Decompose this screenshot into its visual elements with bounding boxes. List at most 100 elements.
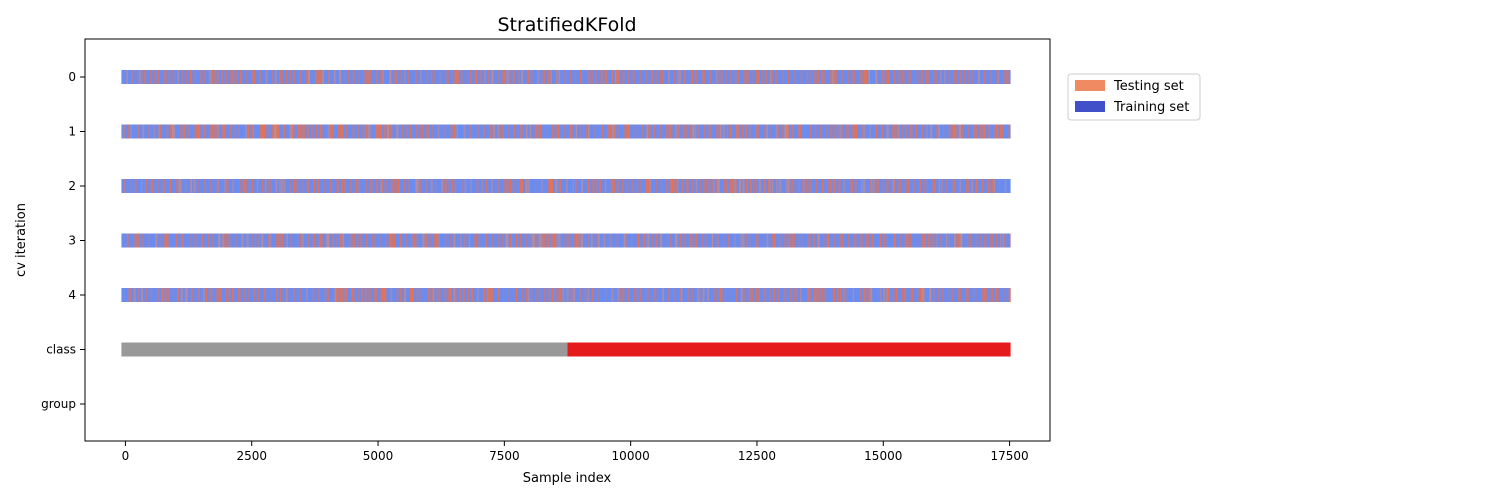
testing-mark (946, 179, 948, 193)
testing-mark (956, 233, 958, 248)
testing-mark (427, 124, 430, 139)
testing-mark (891, 124, 894, 139)
testing-mark (172, 70, 174, 84)
testing-mark (158, 124, 160, 139)
testing-mark (870, 288, 873, 302)
testing-mark (647, 288, 649, 302)
testing-mark (928, 233, 931, 248)
testing-mark (378, 124, 382, 139)
testing-mark (370, 179, 373, 193)
legend: Testing set Training set (1067, 73, 1201, 121)
testing-mark (283, 179, 286, 193)
testing-mark (907, 233, 909, 248)
testing-mark (573, 288, 575, 302)
testing-mark (368, 124, 371, 139)
testing-mark (194, 70, 196, 84)
testing-mark (509, 179, 512, 193)
testing-mark (742, 233, 745, 248)
testing-mark (548, 288, 551, 302)
testing-mark (863, 179, 866, 193)
testing-mark (388, 124, 391, 139)
testing-mark (348, 233, 351, 248)
testing-mark (272, 70, 274, 84)
testing-mark (341, 233, 343, 248)
testing-mark (216, 179, 219, 193)
class-segment-0 (121, 342, 568, 357)
testing-mark (848, 233, 850, 248)
testing-mark (882, 179, 885, 193)
testing-mark (432, 124, 434, 139)
testing-mark (881, 124, 884, 139)
testing-mark (863, 124, 866, 139)
testing-mark (769, 179, 771, 193)
testing-mark (787, 124, 790, 139)
testing-mark (996, 124, 999, 139)
testing-mark (554, 124, 556, 139)
testing-mark (754, 179, 756, 193)
testing-mark (566, 233, 568, 248)
testing-mark (346, 124, 348, 139)
testing-mark (300, 233, 303, 248)
testing-mark (817, 233, 820, 248)
testing-mark (877, 288, 879, 302)
testing-mark (516, 179, 518, 193)
testing-mark (367, 70, 370, 84)
testing-mark (703, 70, 706, 84)
testing-mark (981, 179, 984, 193)
testing-mark (935, 124, 939, 139)
testing-mark (890, 179, 892, 193)
testing-mark (503, 179, 507, 193)
testing-mark (224, 179, 226, 193)
y-tick-label: 0 (68, 70, 76, 84)
legend-swatch-training (1075, 101, 1105, 112)
testing-mark (276, 233, 279, 248)
testing-mark (792, 288, 795, 302)
testing-mark (493, 124, 495, 139)
testing-mark (245, 70, 248, 84)
testing-mark (751, 288, 754, 302)
testing-mark (184, 288, 187, 302)
testing-mark (251, 179, 254, 193)
testing-mark (948, 124, 951, 139)
testing-mark (335, 288, 338, 302)
testing-mark (154, 70, 157, 84)
testing-mark (357, 124, 359, 139)
testing-mark (703, 179, 707, 193)
testing-mark (873, 179, 875, 193)
testing-mark (959, 70, 962, 84)
testing-mark (491, 179, 494, 193)
testing-mark (470, 179, 472, 193)
testing-mark (211, 124, 213, 139)
testing-mark (171, 124, 174, 139)
testing-mark (506, 179, 509, 193)
testing-mark (213, 124, 215, 139)
testing-mark (989, 233, 992, 248)
testing-mark (277, 233, 280, 248)
x-axis: 0 2500 5000 7500 10000 12500 15000 17500 (122, 441, 1029, 463)
testing-mark (528, 70, 531, 84)
testing-mark (375, 288, 378, 302)
testing-mark (140, 70, 143, 84)
testing-mark (773, 233, 776, 248)
testing-mark (1002, 233, 1005, 248)
testing-mark (579, 288, 581, 302)
testing-mark (628, 124, 631, 139)
testing-mark (531, 70, 533, 84)
testing-mark (930, 124, 933, 139)
testing-mark (468, 233, 470, 248)
testing-mark (357, 288, 360, 302)
fold-row-2 (121, 179, 1011, 193)
testing-mark (563, 124, 565, 139)
testing-mark (454, 288, 457, 302)
testing-mark (455, 70, 459, 84)
testing-mark (538, 288, 541, 302)
testing-mark (636, 288, 639, 302)
testing-mark (993, 179, 995, 193)
testing-mark (404, 70, 406, 84)
testing-mark (847, 70, 849, 84)
testing-mark (279, 70, 281, 84)
testing-mark (859, 288, 862, 302)
testing-mark (450, 70, 453, 84)
testing-mark (488, 288, 491, 302)
testing-mark (276, 288, 278, 302)
